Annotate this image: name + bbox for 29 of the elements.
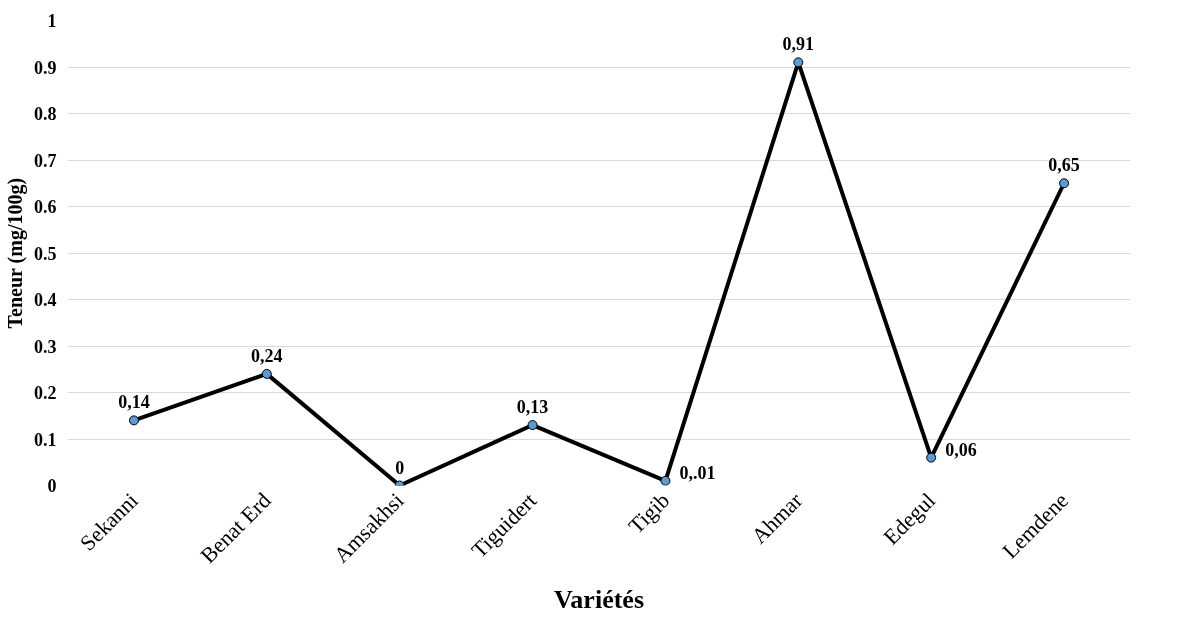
y-tick-label: 0.6 (34, 197, 57, 217)
text: 0,24 (251, 345, 283, 366)
text: 0,91 (782, 34, 815, 55)
point (527, 420, 538, 431)
y-tick-label: 0.2 (34, 383, 57, 403)
y-tick-label: 0.5 (34, 243, 57, 264)
point (793, 57, 804, 68)
point (128, 415, 139, 426)
x-tick-label: Tigib (623, 487, 675, 539)
y-tick-label: 0.9 (34, 57, 57, 78)
text: 0 (395, 457, 405, 478)
text: 0,65 (1048, 155, 1080, 176)
point (1059, 178, 1070, 189)
point (926, 452, 937, 463)
y-tick-label: 0.3 (34, 336, 57, 357)
text: 0,06 (945, 439, 977, 460)
y-tick-label: 1 (47, 11, 57, 31)
text: 0,.01 (679, 462, 716, 483)
y-tick-label: 0 (47, 476, 57, 496)
y-tick-label: 0.4 (34, 290, 57, 310)
y-tick-label: 0.7 (34, 150, 57, 171)
point (660, 475, 671, 486)
y-tick-label: 0.8 (34, 104, 57, 124)
y-tick-label: 0.1 (34, 429, 57, 450)
point (261, 368, 272, 379)
y-axis-title: Teneur (mg/100g) (4, 177, 27, 329)
x-axis-title: Variétés (554, 584, 645, 614)
text: 0,14 (118, 392, 150, 413)
text: 0,13 (516, 397, 549, 418)
